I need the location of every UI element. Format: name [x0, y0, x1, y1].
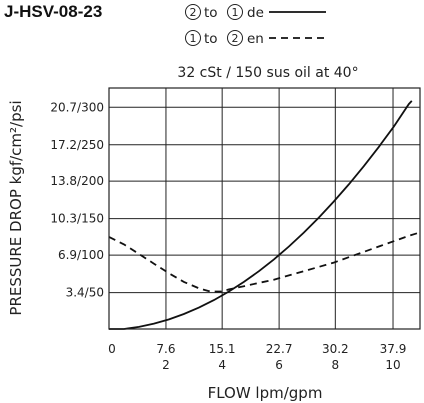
grid: [109, 88, 420, 329]
series-line-2-to-1: [109, 100, 413, 330]
y-tick-label: 6.9/100: [58, 248, 104, 262]
y-tick-label: 3.4/50: [66, 286, 104, 300]
x-axis-title: FLOW lpm/gpm: [208, 384, 323, 402]
legend-suffix: en: [247, 31, 264, 47]
series-group: [108, 100, 420, 330]
x-tick-label-gpm: 2: [162, 358, 170, 372]
x-tick-label-gpm: 6: [275, 358, 283, 372]
legend-joiner: to: [204, 31, 218, 47]
y-axis-title: PRESSURE DROP kgf/cm²/psi: [7, 100, 25, 315]
x-tick-label-lpm: 7.6: [156, 342, 175, 356]
legend-to-number: 1: [232, 6, 239, 19]
x-tick-label-lpm: 22.7: [266, 342, 293, 356]
x-tick-label-gpm: 4: [218, 358, 226, 372]
legend-item-1: 2 to 1 de: [185, 4, 326, 21]
legend-joiner: to: [204, 5, 218, 21]
legend-from-circle: [185, 4, 201, 20]
legend-item-2: 1 to 2 en: [185, 30, 326, 47]
y-axis-ticks: 3.4/50 6.9/100 10.3/150 13.8/200 17.2/250 20.…: [50, 100, 104, 299]
series-line-1-to-2: [108, 231, 420, 293]
y-tick-label: 20.7/300: [50, 100, 104, 114]
legend-to-circle: [227, 4, 243, 20]
y-tick-label: 13.8/200: [50, 174, 104, 188]
x-tick-label-lpm: 0: [108, 342, 116, 356]
y-tick-label: 17.2/250: [50, 138, 104, 152]
legend-to-number: 2: [232, 32, 239, 45]
legend-suffix: de: [247, 5, 264, 21]
x-tick-label-gpm: 10: [385, 358, 400, 372]
x-tick-label-lpm: 37.9: [380, 342, 407, 356]
x-axis-ticks: 0 7.6 2 15.1 4 22.7 6 30.2 8 37.9 10: [108, 342, 406, 372]
legend-from-circle: [185, 30, 201, 46]
x-tick-label-lpm: 15.1: [209, 342, 236, 356]
chart-subtitle: 32 cSt / 150 sus oil at 40°: [177, 65, 358, 81]
legend-to-circle: [227, 30, 243, 46]
legend-from-number: 1: [190, 32, 197, 45]
x-tick-label-gpm: 8: [331, 358, 339, 372]
legend: 2 to 1 de 1 to 2 en: [185, 4, 326, 47]
legend-from-number: 2: [190, 6, 197, 19]
model-label: J-HSV-08-23: [4, 2, 102, 21]
plot-frame: [108, 87, 421, 330]
x-tick-label-lpm: 30.2: [322, 342, 349, 356]
y-tick-label: 10.3/150: [50, 212, 104, 226]
